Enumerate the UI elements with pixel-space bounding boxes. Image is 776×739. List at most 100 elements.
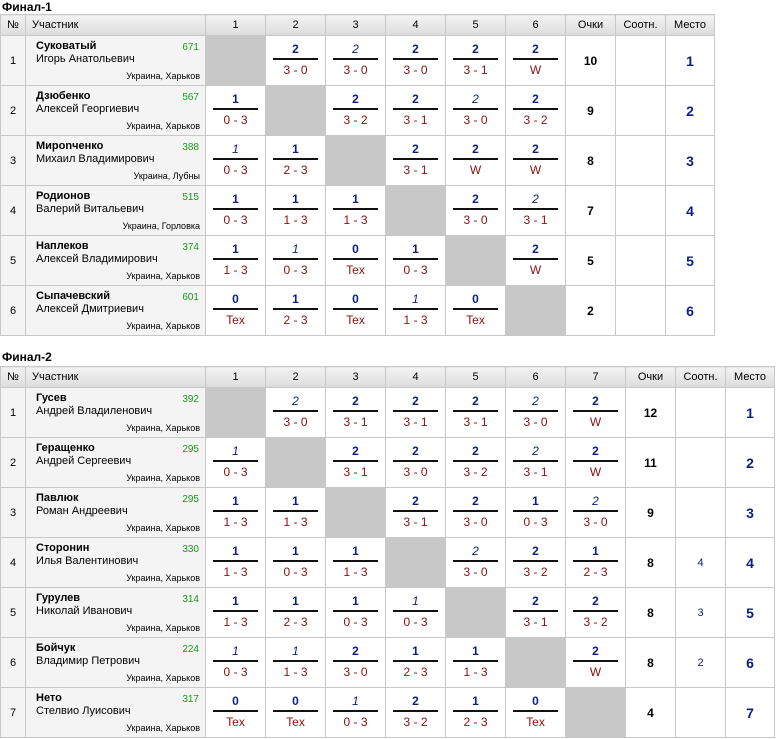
match-result-cell[interactable]: 1 1 - 3 — [205, 235, 266, 286]
player-fullname: Алексей Дмитриевич — [36, 303, 144, 315]
match-result-cell[interactable]: 1 0 - 3 — [385, 235, 446, 286]
match-result-cell[interactable]: 2 3 - 2 — [565, 587, 626, 638]
match-result-cell[interactable]: 1 0 - 3 — [265, 537, 326, 588]
match-result-cell[interactable]: 1 2 - 3 — [565, 537, 626, 588]
row-number: 3 — [0, 135, 26, 186]
match-result-cell[interactable]: 2 3 - 1 — [505, 185, 566, 236]
match-result-cell[interactable]: 1 0 - 3 — [265, 235, 326, 286]
player-name-link[interactable]: Сторонин — [36, 542, 90, 554]
match-result-cell[interactable]: 0 Tex — [445, 285, 506, 336]
match-result-cell[interactable]: 1 0 - 3 — [205, 637, 266, 688]
player-name-link[interactable]: Геращенко — [36, 442, 95, 454]
match-result-cell[interactable]: 1 1 - 3 — [205, 537, 266, 588]
match-result-cell[interactable]: 1 0 - 3 — [205, 85, 266, 136]
match-result-cell[interactable]: 1 2 - 3 — [265, 587, 326, 638]
match-result-cell[interactable]: 1 1 - 3 — [385, 285, 446, 336]
match-result-cell[interactable]: 1 0 - 3 — [205, 437, 266, 488]
match-score: 3 - 2 — [403, 715, 428, 729]
player-name-link[interactable]: Дзюбенко — [36, 90, 91, 102]
match-result-cell[interactable]: 2 3 - 0 — [445, 85, 506, 136]
match-result-cell[interactable]: 1 1 - 3 — [325, 537, 386, 588]
match-points: 0 — [232, 694, 239, 708]
player-name-link[interactable]: Родионов — [36, 190, 91, 202]
row-number: 4 — [0, 185, 26, 236]
match-result-cell[interactable]: 2 3 - 0 — [505, 387, 566, 438]
match-result-cell[interactable]: 2 3 - 1 — [445, 387, 506, 438]
match-result-cell[interactable]: 0 Tex — [505, 687, 566, 738]
divider — [333, 258, 378, 260]
match-result-cell[interactable]: 2 3 - 0 — [385, 35, 446, 86]
match-result-cell[interactable]: 2 3 - 0 — [445, 185, 506, 236]
match-result-cell[interactable]: 1 1 - 3 — [325, 185, 386, 236]
player-name-link[interactable]: Гурулев — [36, 592, 81, 604]
match-result-cell[interactable]: 2 3 - 1 — [325, 437, 386, 488]
player-name-link[interactable]: Сыпачевский — [36, 290, 110, 302]
player-name-link[interactable]: Суковатый — [36, 40, 97, 52]
match-result-cell[interactable]: 2 3 - 0 — [265, 387, 326, 438]
match-result-cell[interactable]: 2 3 - 1 — [505, 437, 566, 488]
match-result-cell[interactable]: 1 2 - 3 — [265, 135, 326, 186]
match-result-cell[interactable]: 1 0 - 3 — [505, 487, 566, 538]
match-result-cell[interactable]: 2 3 - 2 — [385, 687, 446, 738]
match-result-cell[interactable]: 2 3 - 1 — [385, 487, 446, 538]
match-result-cell[interactable]: 2 3 - 0 — [265, 35, 326, 86]
player-name-link[interactable]: Нето — [36, 692, 62, 704]
header-row: № Участник 1 2 3 4 5 6 7 Очки Соотн. Место — [0, 366, 775, 388]
divider — [513, 58, 558, 60]
match-result-cell[interactable]: 2 3 - 2 — [445, 437, 506, 488]
match-result-cell[interactable]: 1 2 - 3 — [445, 687, 506, 738]
match-result-cell[interactable]: 1 0 - 3 — [205, 185, 266, 236]
ratio-value — [615, 85, 666, 136]
match-result-cell[interactable]: 1 0 - 3 — [205, 135, 266, 186]
match-result-cell[interactable]: 2 3 - 1 — [445, 35, 506, 86]
player-location: Украина, Харьков — [126, 573, 200, 583]
match-result-cell[interactable]: 1 1 - 3 — [265, 637, 326, 688]
match-points: 2 — [352, 42, 359, 56]
match-result-cell[interactable]: 1 0 - 3 — [325, 587, 386, 638]
match-result-cell[interactable]: 2 3 - 1 — [385, 387, 446, 438]
player-name-link[interactable]: Мирonченко — [36, 140, 104, 152]
match-result-cell[interactable]: 2 3 - 2 — [325, 85, 386, 136]
match-result-cell[interactable]: 0 Tex — [205, 285, 266, 336]
divider — [213, 308, 258, 310]
match-result-cell[interactable]: 2 3 - 1 — [325, 387, 386, 438]
match-result-cell[interactable]: 1 2 - 3 — [385, 637, 446, 688]
match-result-cell[interactable]: 1 0 - 3 — [325, 687, 386, 738]
match-result-cell[interactable]: 2 3 - 0 — [565, 487, 626, 538]
match-result-cell[interactable]: 0 Tex — [325, 235, 386, 286]
match-result-cell[interactable]: 1 0 - 3 — [385, 587, 446, 638]
row-number: 7 — [0, 687, 26, 738]
player-name-link[interactable]: Наплеков — [36, 240, 89, 252]
match-result-cell[interactable]: 0 Tex — [205, 687, 266, 738]
player-name-link[interactable]: Павлюк — [36, 492, 79, 504]
match-result-cell[interactable]: 1 1 - 3 — [445, 637, 506, 688]
match-result-cell[interactable]: 2 3 - 1 — [385, 135, 446, 186]
match-result-cell[interactable]: 2 3 - 2 — [505, 85, 566, 136]
match-result-cell[interactable]: 2 3 - 0 — [325, 637, 386, 688]
match-result-cell[interactable]: 1 1 - 3 — [205, 487, 266, 538]
match-result-cell[interactable]: 2 3 - 2 — [505, 537, 566, 588]
player-name-link[interactable]: Бойчук — [36, 642, 76, 654]
match-result-cell[interactable]: 2 3 - 0 — [445, 537, 506, 588]
match-result-cell[interactable]: 1 1 - 3 — [265, 487, 326, 538]
player-cell: Сыпачевский Алексей Дмитриевич 601 Украина,… — [25, 285, 206, 336]
match-result-cell[interactable]: 0 Tex — [265, 687, 326, 738]
match-result-cell[interactable]: 2 3 - 1 — [505, 587, 566, 638]
match-result-cell[interactable]: 1 1 - 3 — [205, 587, 266, 638]
match-result-cell[interactable]: 2 3 - 0 — [325, 35, 386, 86]
player-name-link[interactable]: Гусев — [36, 392, 67, 404]
match-result-cell[interactable]: 2 3 - 0 — [445, 487, 506, 538]
table-row: 5 Гурулев Николай Иванович 314 Украина, Харь… — [0, 587, 775, 638]
match-result-cell[interactable]: 1 2 - 3 — [265, 285, 326, 336]
match-result-cell[interactable]: 2 3 - 1 — [385, 85, 446, 136]
match-result-cell[interactable]: 2 3 - 0 — [385, 437, 446, 488]
match-result-cell[interactable]: 1 1 - 3 — [265, 185, 326, 236]
match-result-cell[interactable]: 0 Tex — [325, 285, 386, 336]
